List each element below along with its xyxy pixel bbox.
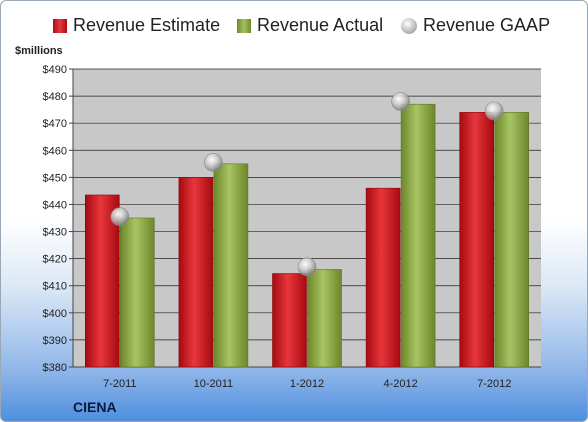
bar-revenue-estimate	[365, 187, 401, 368]
bar-revenue-actual	[307, 269, 342, 368]
y-tick-label: $420	[43, 254, 67, 266]
x-tick-label: 10-2011	[194, 378, 234, 390]
legend-swatch-gaap	[401, 17, 417, 34]
legend-label-actual: Revenue Actual	[257, 15, 384, 35]
y-axis-unit-label: $millions	[15, 45, 63, 57]
bar-revenue-actual	[400, 103, 436, 368]
y-tick-label: $390	[43, 335, 67, 347]
legend: Revenue Estimate Revenue Actual Revenue …	[1, 15, 587, 43]
bar-revenue-actual	[213, 163, 249, 368]
y-tick-label: $480	[43, 91, 67, 103]
bar-revenue-actual	[494, 112, 530, 368]
marker-revenue-gaap	[391, 92, 410, 111]
y-tick-label: $490	[43, 64, 67, 76]
y-tick-label: $450	[43, 172, 67, 184]
x-tick-label: 1-2012	[290, 378, 324, 390]
x-tick-label: 7-2011	[103, 378, 136, 390]
y-tick-label: $460	[43, 145, 67, 157]
legend-item-actual: Revenue Actual	[237, 15, 383, 36]
legend-swatch-estimate	[53, 18, 67, 33]
legend-label-gaap: Revenue GAAP	[423, 15, 551, 35]
marker-revenue-gaap	[484, 101, 504, 121]
y-tick-label: $400	[43, 308, 67, 320]
bar-revenue-actual	[120, 217, 155, 368]
y-tick-label: $380	[43, 362, 67, 374]
legend-label-estimate: Revenue Estimate	[73, 15, 221, 35]
y-tick-label: $410	[43, 281, 67, 293]
bar-revenue-estimate	[272, 273, 307, 368]
x-tick-label: 7-2012	[477, 378, 511, 390]
legend-swatch-actual	[237, 18, 251, 33]
x-tick-label: 4-2012	[383, 378, 417, 390]
bar-revenue-estimate	[178, 177, 214, 368]
company-name: CIENA	[73, 399, 117, 415]
y-tick-label: $440	[43, 199, 67, 211]
bar-revenue-estimate	[459, 112, 495, 368]
y-tick-label: $430	[43, 227, 67, 239]
legend-item-estimate: Revenue Estimate	[53, 15, 220, 36]
legend-item-gaap: Revenue GAAP	[401, 15, 550, 36]
bar-revenue-estimate	[85, 194, 120, 368]
marker-revenue-gaap	[297, 257, 317, 277]
marker-revenue-gaap	[110, 207, 130, 226]
y-tick-label: $470	[43, 118, 67, 130]
marker-revenue-gaap	[204, 153, 223, 172]
